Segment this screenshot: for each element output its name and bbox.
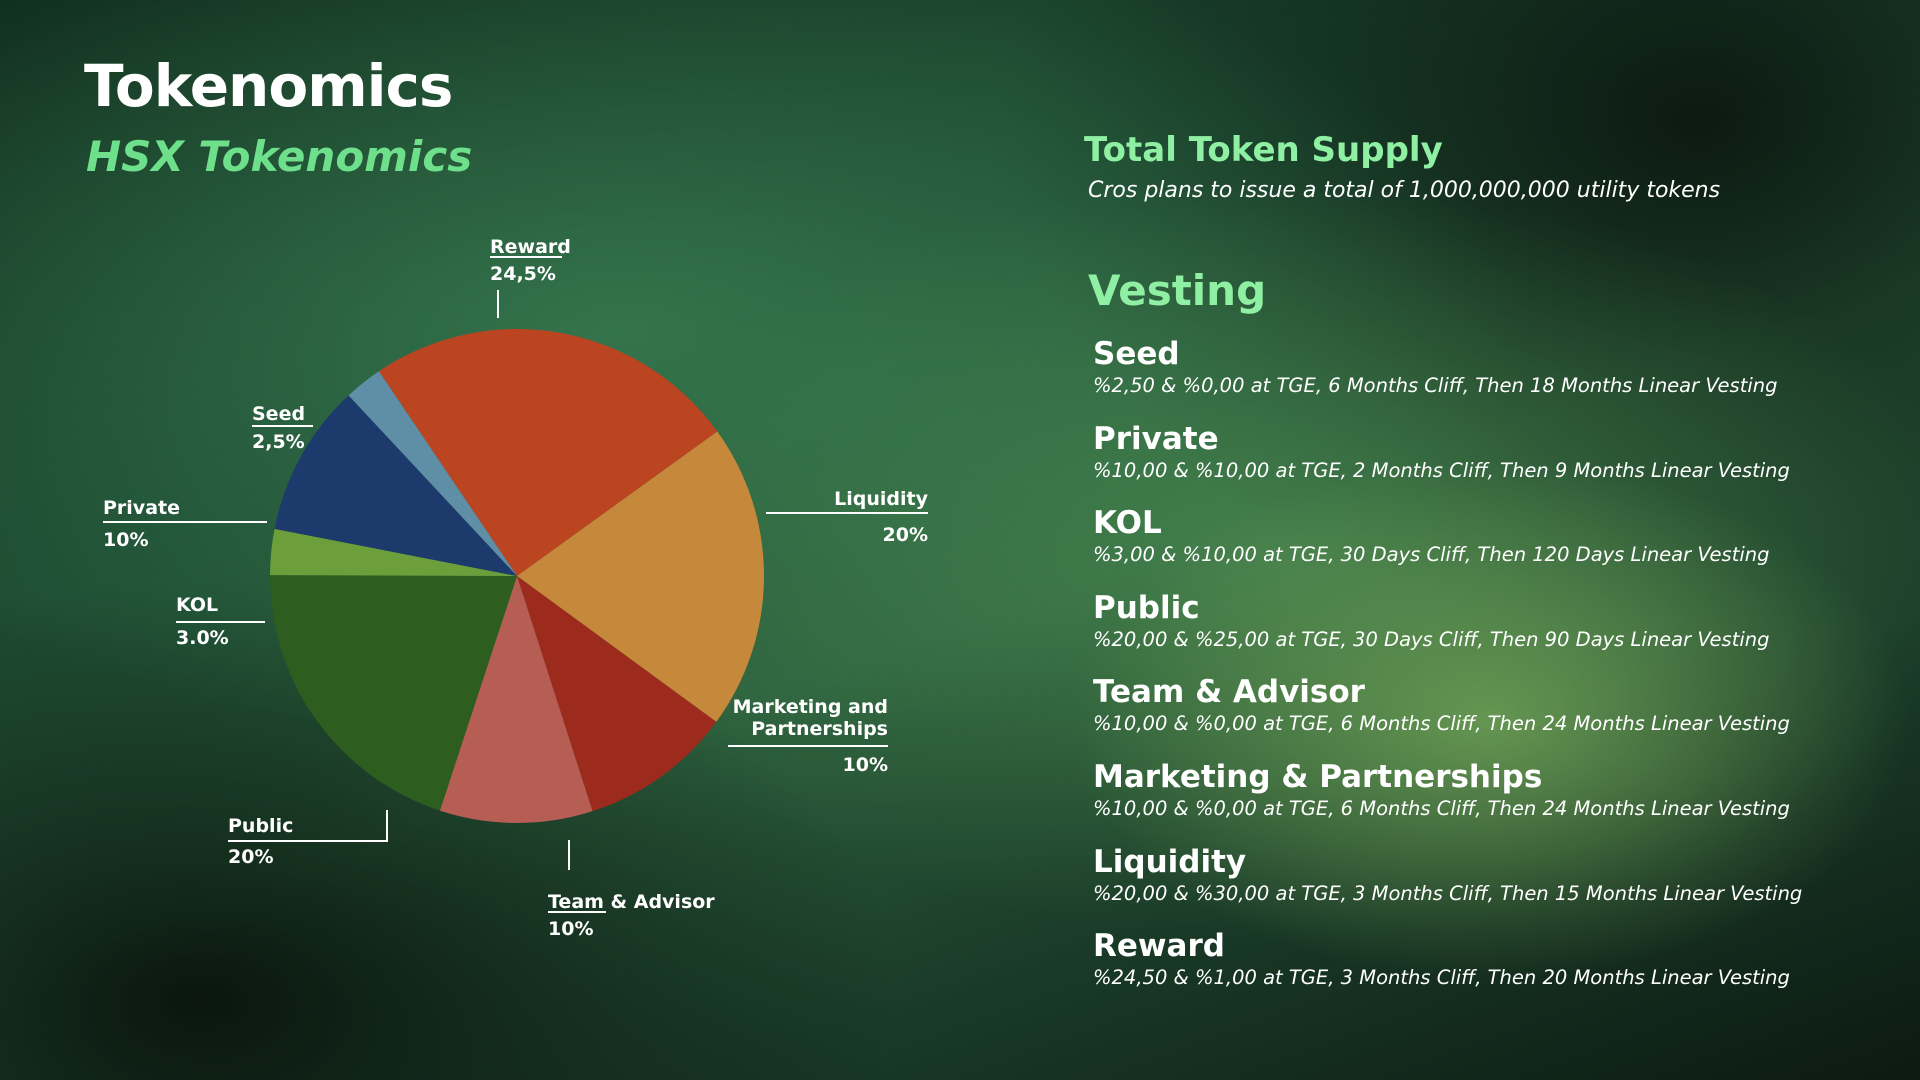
slice-value-reward: 24,5% bbox=[490, 263, 556, 285]
slice-value-team-advisor: 10% bbox=[548, 918, 593, 940]
slice-value-kol: 3.0% bbox=[176, 627, 229, 649]
pie-slice-marketing-and-partnerships bbox=[517, 576, 717, 812]
slice-value-marketing-and-partnerships: 10% bbox=[843, 754, 888, 776]
slice-label-marketing-and-partnerships: Marketing and bbox=[733, 696, 888, 718]
vesting-item-name: Private bbox=[1093, 420, 1219, 457]
vesting-item-name: Public bbox=[1093, 589, 1200, 626]
slice-label-public: Public bbox=[228, 815, 293, 837]
vesting-item-description: %20,00 & %25,00 at TGE, 30 Days Cliff, T… bbox=[1093, 627, 1770, 651]
vesting-item-description: %3,00 & %10,00 at TGE, 30 Days Cliff, Th… bbox=[1093, 543, 1770, 567]
vesting-title: Vesting bbox=[1088, 266, 1267, 315]
vesting-list: Seed %2,50 & %0,00 at TGE, 6 Months Clif… bbox=[1093, 336, 1913, 1013]
pie-slice-reward bbox=[378, 329, 718, 576]
pie-slice-kol bbox=[270, 528, 517, 576]
vesting-item-liquidity: Liquidity %20,00 & %30,00 at TGE, 3 Mont… bbox=[1093, 844, 1913, 929]
total-supply-title: Total Token Supply bbox=[1084, 130, 1443, 170]
vesting-item-name: Team & Advisor bbox=[1093, 674, 1365, 711]
pie-slice-team-advisor bbox=[439, 576, 593, 824]
vesting-item-name: Marketing & Partnerships bbox=[1093, 758, 1543, 795]
pie-slice-liquidity bbox=[517, 431, 764, 722]
slice-label-seed: Seed bbox=[252, 403, 305, 425]
vesting-item-private: Private %10,00 & %10,00 at TGE, 2 Months… bbox=[1093, 421, 1913, 506]
vesting-item-description: %20,00 & %30,00 at TGE, 3 Months Cliff, … bbox=[1093, 881, 1803, 905]
slice-value-seed: 2,5% bbox=[252, 431, 305, 453]
vesting-item-description: %10,00 & %0,00 at TGE, 6 Months Cliff, T… bbox=[1093, 712, 1790, 736]
vesting-item-seed: Seed %2,50 & %0,00 at TGE, 6 Months Clif… bbox=[1093, 336, 1913, 421]
pie-slice-private bbox=[274, 395, 517, 576]
pie-slice-seed bbox=[348, 371, 517, 576]
vesting-item-description: %2,50 & %0,00 at TGE, 6 Months Cliff, Th… bbox=[1093, 374, 1778, 397]
vesting-item-description: %10,00 & %10,00 at TGE, 2 Months Cliff, … bbox=[1093, 458, 1790, 482]
total-supply-description: Cros plans to issue a total of 1,000,000… bbox=[1088, 178, 1721, 203]
slice-label-kol: KOL bbox=[176, 594, 218, 616]
pie-slice-public bbox=[269, 575, 517, 811]
page-title: Tokenomics bbox=[84, 52, 453, 120]
vesting-item-name: Seed bbox=[1093, 336, 1180, 372]
slice-label-reward: Reward bbox=[490, 236, 571, 258]
vesting-item-description: %24,50 & %1,00 at TGE, 3 Months Cliff, T… bbox=[1093, 966, 1790, 990]
slice-label-team-advisor: Team & Advisor bbox=[548, 891, 715, 913]
vesting-item-name: Reward bbox=[1093, 928, 1225, 965]
vesting-item-public: Public %20,00 & %25,00 at TGE, 30 Days C… bbox=[1093, 590, 1913, 675]
slice-label-private: Private bbox=[103, 497, 180, 519]
vesting-item-reward: Reward %24,50 & %1,00 at TGE, 3 Months C… bbox=[1093, 928, 1913, 1013]
vesting-item-description: %10,00 & %0,00 at TGE, 6 Months Cliff, T… bbox=[1093, 796, 1790, 820]
vesting-item-name: Liquidity bbox=[1093, 843, 1247, 880]
slice-label-liquidity: Liquidity bbox=[834, 488, 928, 510]
slice-value-public: 20% bbox=[228, 846, 273, 868]
vesting-item-team-advisor: Team & Advisor %10,00 & %0,00 at TGE, 6 … bbox=[1093, 674, 1913, 759]
slice-value-liquidity: 20% bbox=[883, 524, 928, 546]
slice-label-marketing-and-partnerships: Partnerships bbox=[751, 718, 888, 740]
vesting-item-marketing-partnerships: Marketing & Partnerships %10,00 & %0,00 … bbox=[1093, 759, 1913, 844]
slice-value-private: 10% bbox=[103, 529, 148, 551]
tokenomics-pie-chart: Reward 24,5% Liquidity 20% Marketing andPart… bbox=[103, 236, 928, 940]
chart-subtitle: HSX Tokenomics bbox=[86, 132, 473, 181]
vesting-item-name: KOL bbox=[1093, 505, 1162, 542]
leader-line-public bbox=[228, 810, 388, 842]
vesting-item-kol: KOL %3,00 & %10,00 at TGE, 30 Days Cliff… bbox=[1093, 505, 1913, 590]
